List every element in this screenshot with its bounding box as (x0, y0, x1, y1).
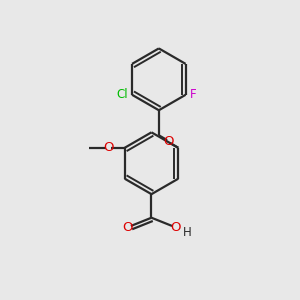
Text: O: O (170, 220, 181, 234)
Text: F: F (190, 88, 196, 101)
Text: O: O (103, 141, 114, 154)
Text: H: H (183, 226, 192, 239)
Text: Cl: Cl (116, 88, 128, 101)
Text: O: O (163, 135, 174, 148)
Text: O: O (122, 220, 133, 234)
